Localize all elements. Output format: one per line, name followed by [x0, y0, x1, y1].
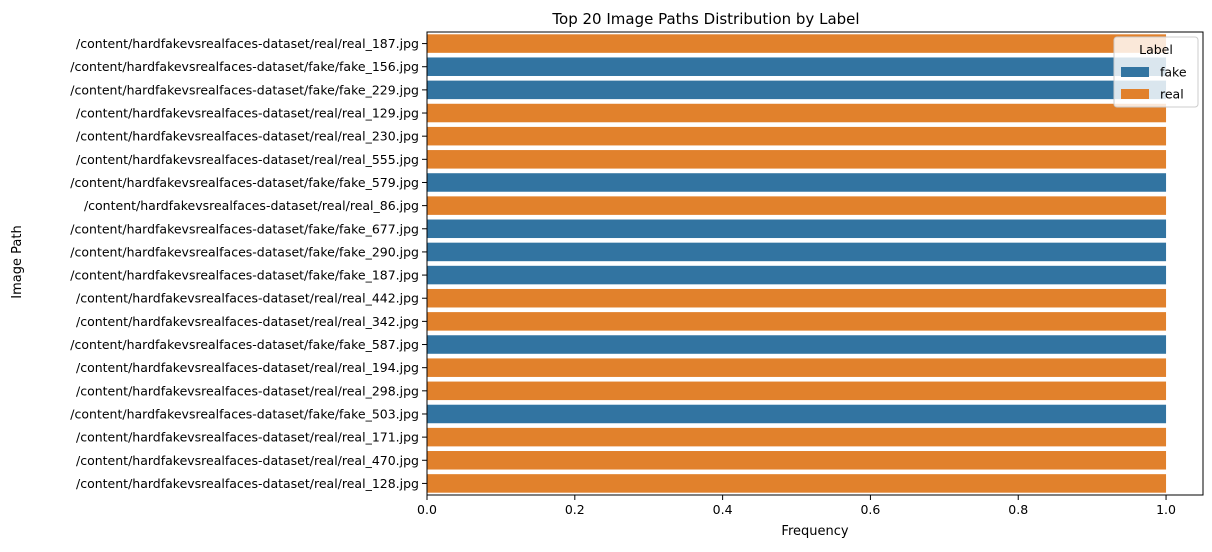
x-tick-label: 0.6	[860, 502, 880, 517]
x-tick-label: 0.0	[417, 502, 437, 517]
y-tick-label: /content/hardfakevsrealfaces-dataset/rea…	[76, 430, 419, 445]
legend-swatch-real	[1121, 89, 1149, 99]
bar-fake	[427, 219, 1167, 239]
bar-fake	[427, 173, 1167, 192]
y-tick-label: /content/hardfakevsrealfaces-dataset/rea…	[76, 36, 419, 51]
bar-fake	[427, 80, 1167, 100]
bar-real	[427, 427, 1167, 447]
bar-real	[427, 150, 1167, 169]
y-tick-label: /content/hardfakevsrealfaces-dataset/rea…	[76, 383, 419, 398]
bar-real	[427, 103, 1167, 123]
y-tick-label: /content/hardfakevsrealfaces-dataset/rea…	[76, 152, 419, 167]
y-tick-label: /content/hardfakevsrealfaces-dataset/rea…	[76, 129, 419, 144]
bar-fake	[427, 57, 1167, 76]
bar-real	[427, 358, 1167, 377]
bar-fake	[427, 335, 1167, 354]
bars-layer	[427, 34, 1167, 493]
legend: Label fake real	[1113, 36, 1199, 108]
bar-fake	[427, 404, 1167, 424]
plot-frame	[426, 31, 1204, 496]
bar-real	[427, 196, 1167, 215]
x-tick-label: 0.8	[1008, 502, 1028, 517]
bar-real	[427, 474, 1167, 493]
x-tick-label: 0.2	[565, 502, 585, 517]
bar-real	[427, 381, 1167, 401]
x-axis-label: Frequency	[781, 524, 848, 539]
y-axis-label: Image Path	[10, 225, 25, 298]
y-tick-label: /content/hardfakevsrealfaces-dataset/rea…	[76, 360, 419, 375]
legend-title: Label	[1139, 42, 1173, 57]
y-tick-label: /content/hardfakevsrealfaces-dataset/rea…	[76, 106, 419, 121]
y-tick-label: /content/hardfakevsrealfaces-dataset/fak…	[70, 82, 419, 97]
x-tick-label: 1.0	[1156, 502, 1176, 517]
bar-fake	[427, 265, 1167, 285]
bar-real	[427, 312, 1167, 331]
y-tick-label: /content/hardfakevsrealfaces-dataset/fak…	[70, 337, 419, 352]
axes-frame	[426, 31, 1204, 496]
y-tick-label: /content/hardfakevsrealfaces-dataset/fak…	[70, 59, 419, 74]
bar-real	[427, 451, 1167, 470]
legend-label-fake: fake	[1160, 65, 1187, 80]
bar-real	[427, 288, 1167, 308]
bar-real	[427, 34, 1167, 53]
y-tick-label: /content/hardfakevsrealfaces-dataset/fak…	[70, 175, 419, 190]
y-tick-label: /content/hardfakevsrealfaces-dataset/fak…	[70, 244, 419, 259]
bar-real	[427, 126, 1167, 146]
y-tick-label: /content/hardfakevsrealfaces-dataset/rea…	[76, 314, 419, 329]
y-tick-label: /content/hardfakevsrealfaces-dataset/fak…	[70, 406, 419, 421]
y-tick-label: /content/hardfakevsrealfaces-dataset/rea…	[84, 198, 419, 213]
y-tick-label: /content/hardfakevsrealfaces-dataset/rea…	[76, 476, 419, 491]
y-tick-label: /content/hardfakevsrealfaces-dataset/fak…	[70, 268, 419, 283]
y-tick-label: /content/hardfakevsrealfaces-dataset/rea…	[76, 453, 419, 468]
y-tick-label: /content/hardfakevsrealfaces-dataset/fak…	[70, 221, 419, 236]
x-tick-label: 0.4	[713, 502, 733, 517]
chart-title: Top 20 Image Paths Distribution by Label	[551, 10, 859, 28]
y-tick-labels: /content/hardfakevsrealfaces-dataset/rea…	[70, 36, 427, 491]
x-tick-labels: 0.0 0.2 0.4 0.6 0.8 1.0	[417, 495, 1176, 517]
legend-swatch-fake	[1121, 67, 1149, 77]
legend-label-real: real	[1160, 87, 1184, 102]
bar-fake	[427, 242, 1167, 262]
y-tick-label: /content/hardfakevsrealfaces-dataset/rea…	[76, 291, 419, 306]
